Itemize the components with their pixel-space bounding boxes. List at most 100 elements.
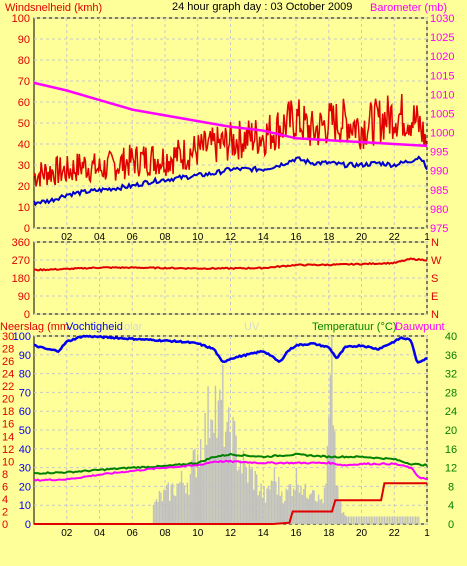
rain-tick-label: 14 bbox=[2, 431, 14, 443]
barometer-tick-label: 1010 bbox=[430, 89, 454, 101]
wind-tick-label: 100 bbox=[12, 13, 30, 25]
x-tick-label: 1 bbox=[424, 528, 430, 539]
chart-title: 24 hour graph day : 03 October 2009 bbox=[172, 1, 352, 13]
wind-direction-series bbox=[33, 257, 428, 272]
humidity-tick-label: 20 bbox=[19, 481, 31, 493]
wind-average-series bbox=[33, 155, 428, 207]
x-tick-label: 20 bbox=[356, 232, 368, 243]
wind-tick-label: 80 bbox=[18, 55, 30, 67]
humidity-tick-label: 30 bbox=[19, 463, 31, 475]
barometer-tick-label: 1000 bbox=[430, 128, 454, 140]
humidity-tick-label: 80 bbox=[19, 369, 31, 381]
compass-tick-label: E bbox=[431, 291, 438, 303]
barometer-series bbox=[33, 81, 428, 148]
solar-axis-label: olar bbox=[124, 321, 143, 333]
dewpoint-series bbox=[33, 459, 428, 482]
rain-tick-label: 22 bbox=[2, 381, 14, 393]
temperature-tick-label: 8 bbox=[448, 481, 454, 493]
direction-tick-label: 90 bbox=[18, 291, 30, 303]
temperature-tick-label: 32 bbox=[445, 369, 457, 381]
x-tick-label: 16 bbox=[290, 528, 302, 539]
x-tick-label: 08 bbox=[159, 232, 171, 243]
barometer-tick-label: 1020 bbox=[430, 51, 454, 63]
barometer-tick-label: 975 bbox=[430, 223, 448, 235]
x-tick-label: 04 bbox=[94, 528, 106, 539]
wind-tick-label: 30 bbox=[18, 160, 30, 172]
temperature-axis-label: Temperatuur (°C) bbox=[312, 321, 396, 333]
x-tick-label: 08 bbox=[159, 528, 171, 539]
rain-tick-label: 16 bbox=[2, 419, 14, 431]
x-tick-label: 12 bbox=[225, 232, 237, 243]
barometer-tick-label: 980 bbox=[430, 204, 448, 216]
humidity-tick-label: 10 bbox=[19, 500, 31, 512]
rain-tick-label: 10 bbox=[2, 456, 14, 468]
x-tick-label: 16 bbox=[290, 232, 302, 243]
rain-tick-label: 24 bbox=[2, 369, 14, 381]
temperature-tick-label: 28 bbox=[445, 387, 457, 399]
wind-tick-label: 70 bbox=[18, 76, 30, 88]
rain-tick-label: 20 bbox=[2, 394, 14, 406]
wind-speed-series bbox=[33, 93, 428, 187]
compass-tick-label: S bbox=[431, 273, 438, 285]
barometer-tick-label: 1030 bbox=[430, 13, 454, 25]
wind-tick-label: 40 bbox=[18, 139, 30, 151]
uv-axis-label: UV bbox=[244, 321, 260, 333]
rain-tick-label: 4 bbox=[2, 494, 8, 506]
x-tick-label: 18 bbox=[323, 232, 335, 243]
humidity-tick-label: 0 bbox=[25, 519, 31, 531]
x-tick-label: 02 bbox=[61, 232, 73, 243]
temperature-tick-label: 36 bbox=[445, 350, 457, 362]
rain-tick-label: 28 bbox=[2, 344, 14, 356]
rain-tick-label: 26 bbox=[2, 356, 14, 368]
direction-tick-label: 0 bbox=[24, 309, 30, 321]
temperature-tick-label: 0 bbox=[448, 519, 454, 531]
barometer-tick-label: 1015 bbox=[430, 70, 454, 82]
humidity-tick-label: 40 bbox=[19, 444, 31, 456]
x-tick-label: 14 bbox=[258, 528, 270, 539]
x-tick-label: 1 bbox=[424, 232, 430, 243]
x-tick-label: 06 bbox=[127, 528, 139, 539]
barometer-axis-label: Barometer (mb) bbox=[370, 2, 447, 14]
rain-tick-label: 2 bbox=[2, 506, 8, 518]
humidity-tick-label: 60 bbox=[19, 406, 31, 418]
rain-tick-label: 12 bbox=[2, 444, 14, 456]
rain-tick-label: 30 bbox=[2, 331, 14, 343]
temperature-tick-label: 12 bbox=[445, 463, 457, 475]
temperature-tick-label: 20 bbox=[445, 425, 457, 437]
barometer-tick-label: 995 bbox=[430, 147, 448, 159]
temperature-series bbox=[33, 452, 428, 475]
humidity-series bbox=[33, 334, 428, 364]
compass-tick-label: N bbox=[431, 237, 439, 249]
barometer-tick-label: 985 bbox=[430, 185, 448, 197]
wind-tick-label: 0 bbox=[24, 223, 30, 235]
rain-tick-label: 6 bbox=[2, 481, 8, 493]
rain-tick-label: 0 bbox=[2, 519, 8, 531]
x-tick-label: 10 bbox=[192, 232, 204, 243]
x-tick-label: 14 bbox=[258, 232, 270, 243]
wind-tick-label: 10 bbox=[18, 202, 30, 214]
x-tick-label: 20 bbox=[356, 528, 368, 539]
humidity-tick-label: 100 bbox=[13, 331, 31, 343]
compass-tick-label: W bbox=[431, 255, 442, 267]
direction-tick-label: 270 bbox=[12, 255, 30, 267]
x-tick-label: 12 bbox=[225, 528, 237, 539]
humidity-tick-label: 90 bbox=[19, 350, 31, 362]
rain-tick-label: 8 bbox=[2, 469, 8, 481]
wind-tick-label: 60 bbox=[18, 97, 30, 109]
x-tick-label: 22 bbox=[389, 232, 401, 243]
dewpoint-axis-label: Dauwpunt bbox=[395, 321, 445, 333]
barometer-tick-label: 1025 bbox=[430, 32, 454, 44]
humidity-tick-label: 70 bbox=[19, 387, 31, 399]
temperature-tick-label: 16 bbox=[445, 444, 457, 456]
barometer-tick-label: 990 bbox=[430, 166, 448, 178]
temperature-tick-label: 24 bbox=[445, 406, 457, 418]
x-tick-label: 10 bbox=[192, 528, 204, 539]
temperature-tick-label: 40 bbox=[445, 331, 457, 343]
x-tick-label: 22 bbox=[389, 528, 401, 539]
humidity-tick-label: 50 bbox=[19, 425, 31, 437]
wind-tick-label: 20 bbox=[18, 181, 30, 193]
wind-axis-label: Windsnelheid (kmh) bbox=[5, 2, 102, 14]
direction-tick-label: 360 bbox=[12, 237, 30, 249]
temperature-tick-label: 4 bbox=[448, 500, 454, 512]
